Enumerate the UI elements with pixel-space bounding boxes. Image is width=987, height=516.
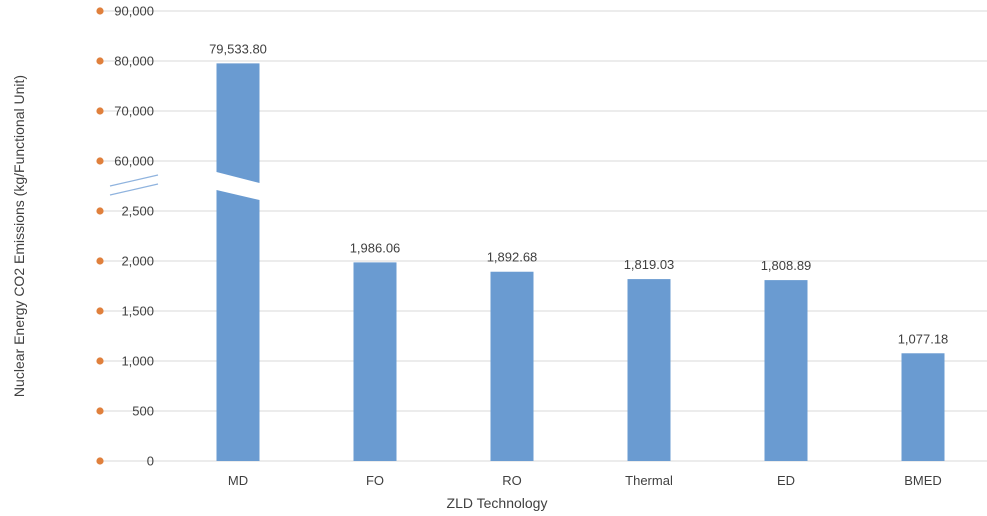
y-tick-label: 2,000	[121, 254, 154, 269]
bar	[216, 63, 260, 183]
data-label: 79,533.80	[209, 41, 267, 56]
y-tick-marker	[96, 7, 104, 15]
axis-break-line	[109, 174, 159, 187]
x-tick-label: FO	[366, 473, 384, 488]
axis-break	[109, 174, 159, 196]
tick-marker-layer	[96, 7, 104, 465]
y-tick-label: 2,500	[121, 204, 154, 219]
y-tick-marker	[96, 307, 104, 315]
data-label: 1,808.89	[761, 258, 812, 273]
x-axis-title: ZLD Technology	[447, 495, 548, 511]
y-tick-marker	[96, 107, 104, 115]
x-tick-label: BMED	[904, 473, 942, 488]
y-tick-marker	[96, 457, 104, 465]
y-tick-label: 80,000	[114, 54, 154, 69]
label-layer: 79,533.80 MD 1,986.06 FO 1,892.68 RO 1,819.03 T…	[114, 4, 948, 489]
y-tick-marker	[96, 357, 104, 365]
data-label: 1,077.18	[898, 331, 949, 346]
bar-layer	[216, 63, 945, 461]
axis-break-line	[109, 183, 159, 196]
y-tick-label: 60,000	[114, 154, 154, 169]
y-tick-label: 1,000	[121, 354, 154, 369]
x-tick-label: Thermal	[625, 473, 673, 488]
bar	[490, 271, 534, 461]
data-label: 1,819.03	[624, 257, 675, 272]
y-tick-marker	[96, 207, 104, 215]
x-tick-label: ED	[777, 473, 795, 488]
y-tick-marker	[96, 407, 104, 415]
y-tick-label: 0	[147, 454, 154, 469]
y-tick-label: 70,000	[114, 104, 154, 119]
y-tick-marker	[96, 57, 104, 65]
bar	[216, 190, 260, 461]
data-label: 1,986.06	[350, 240, 401, 255]
y-tick-label: 1,500	[121, 304, 154, 319]
x-tick-label: MD	[228, 473, 248, 488]
bar	[764, 280, 808, 461]
y-tick-label: 90,000	[114, 4, 154, 19]
data-label: 1,892.68	[487, 250, 538, 265]
y-tick-marker	[96, 157, 104, 165]
y-axis-title: Nuclear Energy CO2 Emissions (kg/Functio…	[11, 75, 27, 397]
x-tick-label: RO	[502, 473, 522, 488]
bar	[353, 262, 397, 461]
y-tick-label: 500	[132, 404, 154, 419]
bar	[901, 353, 945, 461]
bar	[627, 279, 671, 461]
y-tick-marker	[96, 257, 104, 265]
